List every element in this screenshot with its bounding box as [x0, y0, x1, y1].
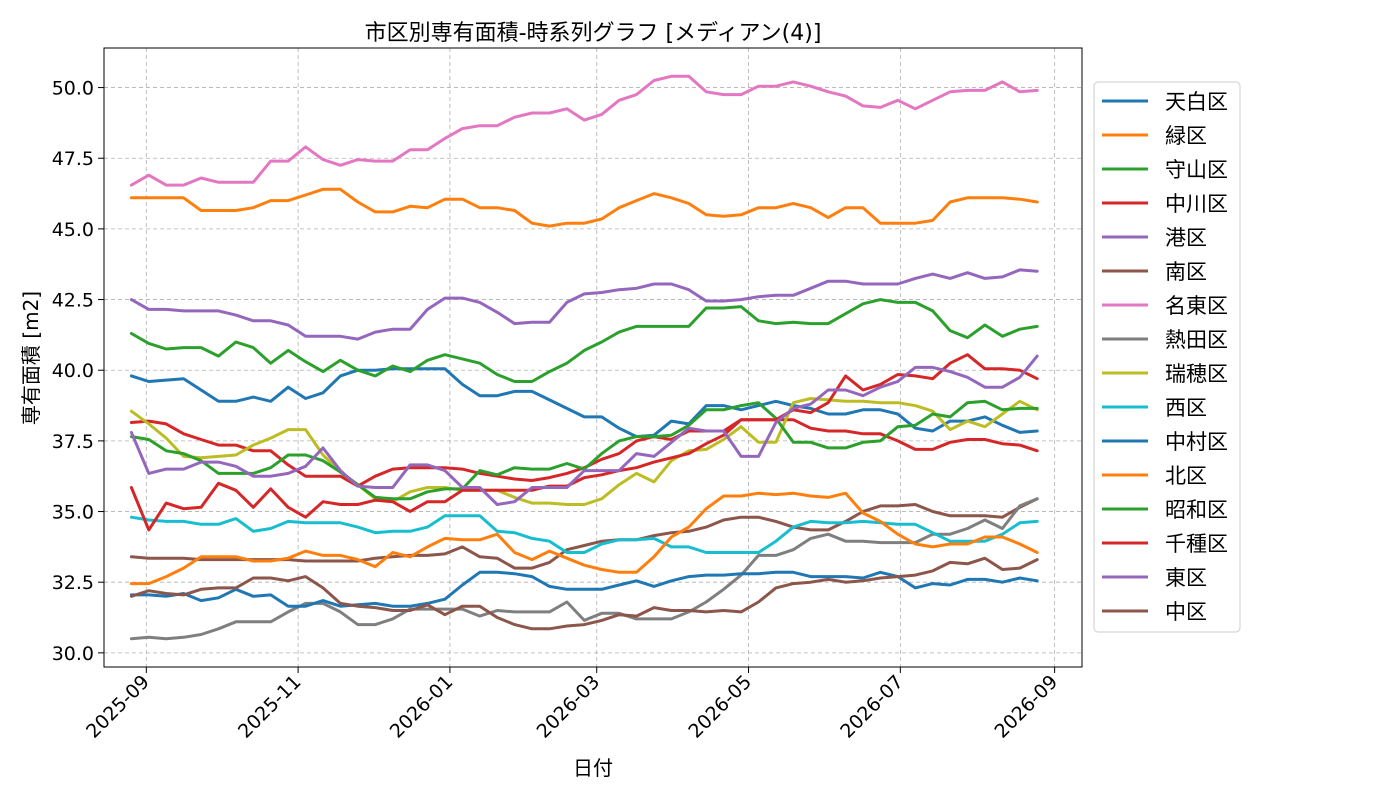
y-tick-label: 40.0: [52, 360, 94, 382]
legend-label: 北区: [1165, 464, 1207, 488]
x-tick-label: 2025-11: [234, 671, 306, 743]
legend-label: 瑞穂区: [1165, 362, 1228, 386]
legend-box: [1093, 81, 1241, 633]
series-line-16: [129, 556, 1039, 631]
legend-label: 名東区: [1165, 294, 1228, 318]
y-axis: 30.0 32.5 35.0 37.5 40.0 42.5 45.0 47.5 50.0: [52, 78, 104, 665]
series-line-8: [129, 497, 1039, 641]
plot-frame: [103, 47, 1083, 668]
x-tick-label: 2026-09: [990, 671, 1062, 743]
y-tick-label: 45.0: [52, 219, 94, 241]
series-line-11: [129, 570, 1039, 608]
y-tick-label: 30.0: [52, 643, 94, 665]
series-line-14: [129, 353, 1039, 532]
y-tick-label: 47.5: [52, 148, 94, 170]
plot-area: [104, 48, 1082, 667]
legend-label: 熱田区: [1165, 328, 1228, 352]
series-lines: [129, 74, 1039, 641]
legend-label: 守山区: [1165, 158, 1228, 182]
y-tick-label: 37.5: [52, 431, 94, 453]
legend-label: 昭和区: [1165, 498, 1228, 522]
x-tick-label: 2026-07: [836, 671, 908, 743]
series-line-1: [129, 367, 1039, 439]
series-line-2: [129, 187, 1039, 228]
series-line-3: [129, 298, 1039, 383]
legend-label: 中川区: [1165, 192, 1228, 216]
legend-label: 中村区: [1165, 430, 1228, 454]
x-axis-label: 日付: [573, 756, 613, 780]
legend-label: 東区: [1165, 566, 1207, 590]
legend-label: 緑区: [1165, 124, 1207, 148]
legend-label: 天白区: [1165, 90, 1228, 114]
x-tick-label: 2026-05: [684, 671, 756, 743]
x-tick-label: 2026-03: [533, 671, 605, 743]
y-tick-label: 50.0: [52, 78, 94, 100]
series-line-15: [129, 354, 1039, 506]
legend-label: 港区: [1165, 226, 1207, 250]
series-line-10: [129, 514, 1039, 554]
legend-label: 南区: [1165, 260, 1207, 284]
y-tick-label: 35.0: [52, 502, 94, 524]
series-line-5: [129, 268, 1039, 341]
x-tick-label: 2026-01: [386, 671, 458, 743]
series-line-9: [129, 397, 1039, 506]
y-axis-label: 専有面積 [m2]: [19, 291, 43, 425]
x-tick-label: 2025-09: [82, 671, 154, 743]
y-tick-label: 42.5: [52, 290, 94, 312]
x-axis: 2025-09 2025-11 2026-01 2026-03 2026-05 2026-…: [82, 667, 1062, 743]
chart-title: 市区別専有面積-時系列グラフ [メディアン(4)]: [365, 21, 822, 46]
series-line-12: [129, 491, 1039, 586]
series-line-7: [129, 74, 1039, 187]
y-tick-label: 32.5: [52, 572, 94, 594]
legend-label: 千種区: [1165, 532, 1228, 556]
legend: 天白区緑区守山区中川区港区南区名東区熱田区瑞穂区西区中村区北区昭和区千種区東区中…: [1093, 81, 1241, 633]
legend-label: 中区: [1165, 600, 1207, 624]
legend-label: 西区: [1165, 396, 1207, 420]
